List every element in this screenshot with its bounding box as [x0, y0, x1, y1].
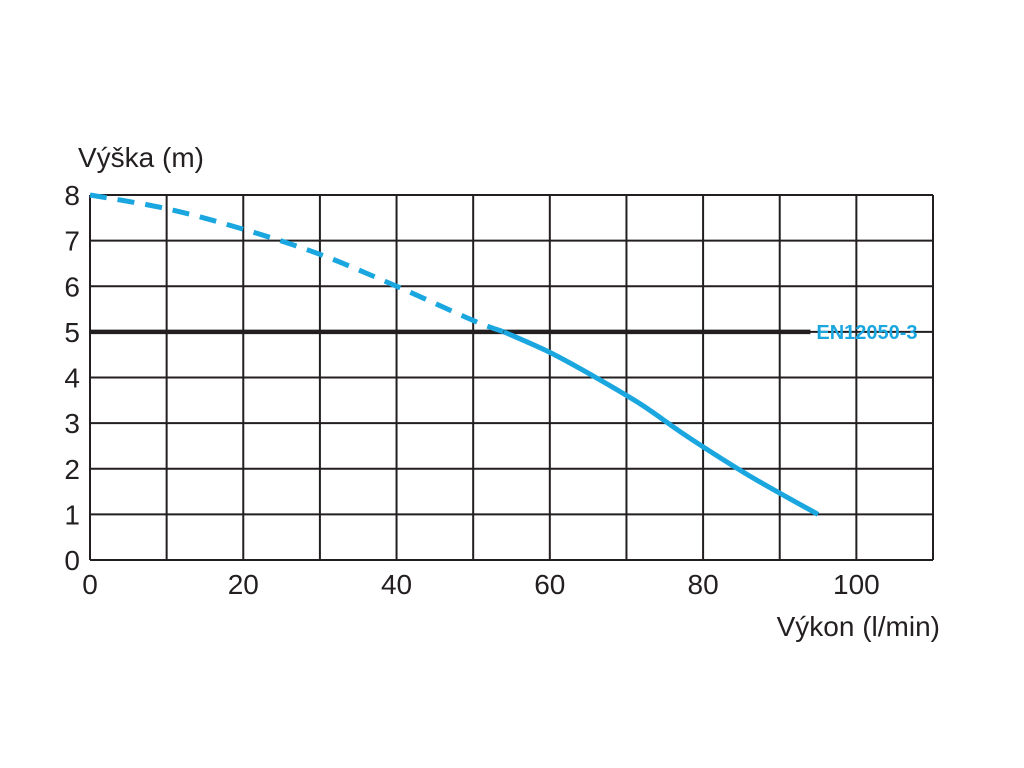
x-tick-label: 0	[82, 569, 98, 600]
reference-line-label: EN12050-3	[816, 322, 917, 344]
y-tick-label: 0	[64, 545, 80, 576]
reference-line-group: EN12050-3	[90, 322, 918, 344]
series-group	[89, 192, 820, 517]
x-tick-label: 60	[534, 569, 565, 600]
x-axis-title: Výkon (l/min)	[777, 611, 940, 642]
y-tick-label: 2	[64, 454, 80, 485]
y-tick-label: 1	[64, 499, 80, 530]
pump-curve-solid-segment	[502, 329, 820, 517]
y-tick-label: 7	[64, 226, 80, 257]
x-tick-label: 40	[381, 569, 412, 600]
x-tick-label: 100	[833, 569, 880, 600]
y-tick-label: 6	[64, 271, 80, 302]
x-tick-label: 20	[228, 569, 259, 600]
pump-curve-dashed-segment	[89, 192, 505, 335]
y-tick-label: 8	[64, 180, 80, 211]
y-tick-label: 4	[64, 363, 80, 394]
y-tick-label: 5	[64, 317, 80, 348]
y-axis-title: Výška (m)	[78, 142, 204, 173]
x-tick-label: 80	[688, 569, 719, 600]
y-tick-label: 3	[64, 408, 80, 439]
